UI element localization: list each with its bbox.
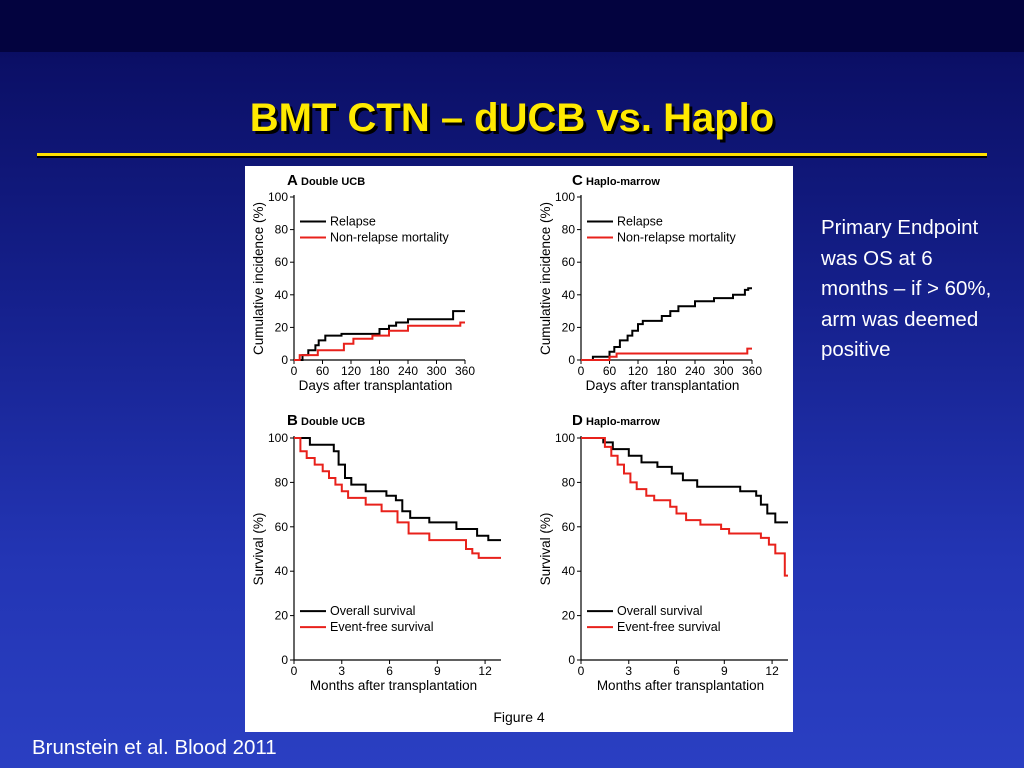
y-tick-label: 20 xyxy=(275,609,289,623)
legend-label: Overall survival xyxy=(330,604,415,618)
legend-label: Non-relapse mortality xyxy=(330,230,450,244)
y-tick-label: 0 xyxy=(281,353,288,367)
x-tick-label: 180 xyxy=(369,364,389,378)
y-tick-label: 60 xyxy=(275,520,289,534)
x-tick-label: 12 xyxy=(478,664,492,678)
series-line-black xyxy=(294,310,465,361)
x-tick-label: 0 xyxy=(291,664,298,678)
panel-letter: B xyxy=(287,412,298,429)
x-tick-label: 0 xyxy=(291,364,298,378)
figure-caption: Figure 4 xyxy=(493,709,545,725)
y-tick-label: 100 xyxy=(268,431,288,445)
legend-label: Overall survival xyxy=(617,604,702,618)
y-tick-label: 60 xyxy=(275,255,289,269)
x-tick-label: 240 xyxy=(685,364,705,378)
y-tick-label: 60 xyxy=(562,255,576,269)
panel-subtitle: Double UCB xyxy=(301,176,365,188)
x-tick-label: 12 xyxy=(765,664,779,678)
y-tick-label: 20 xyxy=(562,609,576,623)
panel-letter: D xyxy=(572,412,583,429)
x-tick-label: 60 xyxy=(603,364,617,378)
series-line-red xyxy=(294,437,501,559)
series-line-black xyxy=(294,437,501,542)
title-underline xyxy=(37,153,987,156)
x-tick-label: 3 xyxy=(625,664,632,678)
y-tick-label: 40 xyxy=(562,288,576,302)
series-line-red xyxy=(294,321,465,361)
x-axis-label: Days after transplantation xyxy=(586,378,740,393)
panel-subtitle: Haplo-marrow xyxy=(586,416,660,428)
panel-letter: C xyxy=(572,172,583,189)
x-tick-label: 360 xyxy=(455,364,475,378)
y-axis-label: Survival (%) xyxy=(538,513,553,586)
primary-endpoint-note: Primary Endpoint was OS at 6 months – if… xyxy=(821,216,992,361)
x-tick-label: 360 xyxy=(742,364,762,378)
y-axis-label: Cumulative incidence (%) xyxy=(251,202,266,355)
panel-subtitle: Double UCB xyxy=(301,416,365,428)
slide-title: BMT CTN – dUCB vs. Haplo xyxy=(249,96,775,140)
y-tick-label: 0 xyxy=(568,653,575,667)
y-tick-label: 40 xyxy=(562,564,576,578)
y-tick-label: 80 xyxy=(275,223,289,237)
y-tick-label: 100 xyxy=(555,431,575,445)
x-tick-label: 120 xyxy=(341,364,361,378)
x-tick-label: 240 xyxy=(398,364,418,378)
x-tick-label: 0 xyxy=(578,364,585,378)
series-line-red xyxy=(581,347,752,361)
y-axis-label: Survival (%) xyxy=(251,513,266,586)
y-tick-label: 40 xyxy=(275,288,289,302)
y-tick-label: 20 xyxy=(562,320,576,334)
y-axis-label: Cumulative incidence (%) xyxy=(538,202,553,355)
legend-label: Event-free survival xyxy=(617,620,721,634)
legend-label: Relapse xyxy=(330,214,376,228)
legend-label: Relapse xyxy=(617,214,663,228)
series-line-black xyxy=(581,437,788,524)
y-tick-label: 20 xyxy=(275,320,289,334)
x-tick-label: 9 xyxy=(721,664,728,678)
x-tick-label: 300 xyxy=(713,364,733,378)
x-tick-label: 180 xyxy=(656,364,676,378)
x-tick-label: 120 xyxy=(628,364,648,378)
x-tick-label: 3 xyxy=(338,664,345,678)
x-axis-label: Days after transplantation xyxy=(299,378,453,393)
x-axis-label: Months after transplantation xyxy=(310,678,477,693)
x-tick-label: 6 xyxy=(386,664,393,678)
series-line-black xyxy=(581,287,752,361)
y-tick-label: 80 xyxy=(562,475,576,489)
x-tick-label: 9 xyxy=(434,664,441,678)
y-tick-label: 0 xyxy=(568,353,575,367)
figure-panel: A Double UCB 0 20 40 60 80 100 0 60 120 180 240 300 36… xyxy=(245,166,793,732)
top-band xyxy=(0,0,1024,52)
series-line-red xyxy=(581,437,788,577)
citation: Brunstein et al. Blood 2011 xyxy=(32,736,277,759)
y-tick-label: 100 xyxy=(555,190,575,204)
y-tick-label: 40 xyxy=(275,564,289,578)
x-tick-label: 300 xyxy=(426,364,446,378)
panel-letter: A xyxy=(287,172,298,189)
legend-label: Non-relapse mortality xyxy=(617,230,737,244)
x-tick-label: 0 xyxy=(578,664,585,678)
y-tick-label: 80 xyxy=(562,223,576,237)
x-axis-label: Months after transplantation xyxy=(597,678,764,693)
y-tick-label: 100 xyxy=(268,190,288,204)
x-tick-label: 6 xyxy=(673,664,680,678)
legend-label: Event-free survival xyxy=(330,620,434,634)
panel-subtitle: Haplo-marrow xyxy=(586,176,660,188)
y-tick-label: 60 xyxy=(562,520,576,534)
x-tick-label: 60 xyxy=(316,364,330,378)
y-tick-label: 0 xyxy=(281,653,288,667)
y-tick-label: 80 xyxy=(275,475,289,489)
